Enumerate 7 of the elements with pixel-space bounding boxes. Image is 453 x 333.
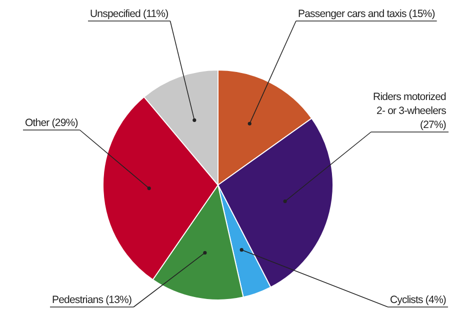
slice-label: Pedestrians (13%) <box>52 294 132 306</box>
slice-label: Cyclists (4%) <box>390 294 446 306</box>
slice-label: Riders motorized 2- or 3-wheelers <box>373 91 447 117</box>
slice-label: Unspecified (11%) <box>90 8 168 20</box>
data-label: (27%) <box>420 119 446 131</box>
slice-label: Passenger cars and taxis (15%) <box>298 8 435 20</box>
slice-label: Other (29%) <box>25 117 78 129</box>
